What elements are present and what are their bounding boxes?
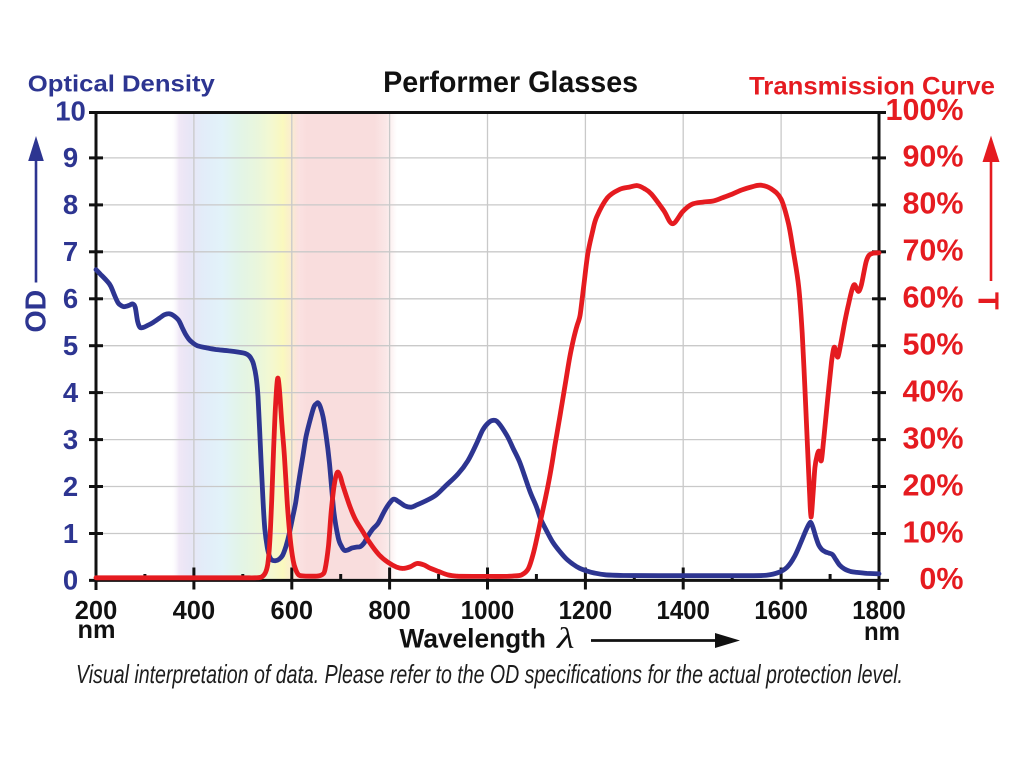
svg-text:3: 3 [63,424,78,455]
svg-text:50%: 50% [902,328,963,362]
svg-text:2: 2 [63,471,78,502]
svg-text:Visual interpretation of data.: Visual interpretation of data. Please re… [76,659,903,689]
svg-text:1000: 1000 [461,595,515,625]
svg-text:OD: OD [21,290,53,333]
svg-text:T: T [972,292,1004,310]
svg-text:1400: 1400 [656,595,710,625]
svg-text:9: 9 [63,142,78,173]
svg-text:60%: 60% [902,281,963,315]
svg-text:1600: 1600 [754,595,808,625]
svg-text:400: 400 [173,595,216,625]
svg-text:nm: nm [78,616,116,644]
svg-text:40%: 40% [902,374,963,408]
svg-text:20%: 20% [902,468,963,502]
svg-text:λ: λ [556,622,575,655]
svg-text:Transmission Curve: Transmission Curve [749,73,995,101]
svg-text:nm: nm [864,618,900,646]
svg-text:600: 600 [271,595,314,625]
svg-text:200: 200 [75,595,118,625]
svg-text:6: 6 [63,283,78,314]
svg-text:100%: 100% [885,93,963,127]
svg-text:80%: 80% [902,187,963,221]
svg-text:0: 0 [63,565,78,596]
svg-text:1200: 1200 [559,595,613,625]
svg-text:30%: 30% [902,421,963,455]
svg-text:Wavelength: Wavelength [400,624,547,654]
svg-text:90%: 90% [902,140,963,174]
svg-text:1800: 1800 [852,595,906,625]
svg-text:70%: 70% [902,234,963,268]
svg-text:800: 800 [368,595,411,625]
svg-text:1: 1 [63,518,78,549]
svg-text:Optical Density: Optical Density [28,71,215,97]
svg-text:10%: 10% [902,515,963,549]
svg-text:5: 5 [63,330,78,361]
svg-text:Performer Glasses: Performer Glasses [383,66,638,99]
svg-text:4: 4 [63,377,79,408]
svg-text:10: 10 [55,95,86,126]
svg-text:0%: 0% [919,562,963,596]
svg-text:7: 7 [63,236,78,267]
svg-text:8: 8 [63,189,78,220]
